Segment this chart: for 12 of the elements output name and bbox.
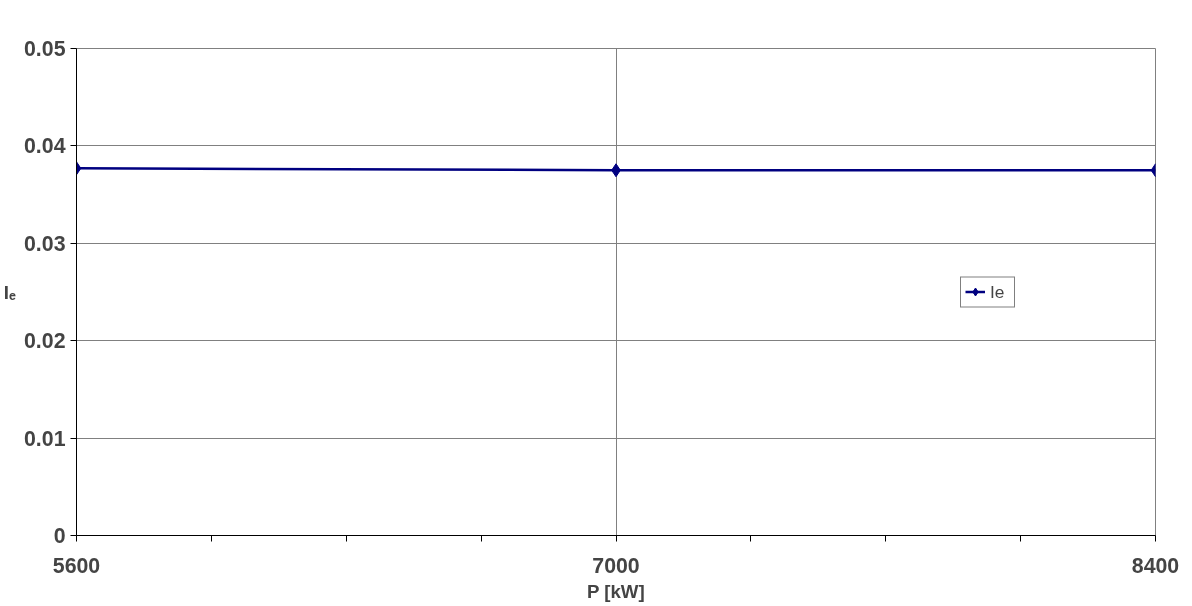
y-tick-label: 0.02 bbox=[23, 329, 66, 354]
legend-label: Ie bbox=[990, 281, 1006, 302]
y-tick-label: 0.05 bbox=[23, 37, 66, 61]
x-tick-label: 7000 bbox=[592, 553, 640, 578]
x-tick-label: 8400 bbox=[1131, 553, 1180, 578]
x-axis-title: P [kW] bbox=[586, 580, 645, 602]
y-tick-label: 0.04 bbox=[23, 134, 66, 159]
x-tick-label: 5600 bbox=[52, 553, 101, 578]
y-tick-label: 0 bbox=[53, 524, 66, 548]
y-tick-label: 0.03 bbox=[23, 231, 66, 256]
y-axis-title: Iₑ bbox=[3, 281, 16, 303]
y-tick-label: 0.01 bbox=[23, 426, 66, 451]
